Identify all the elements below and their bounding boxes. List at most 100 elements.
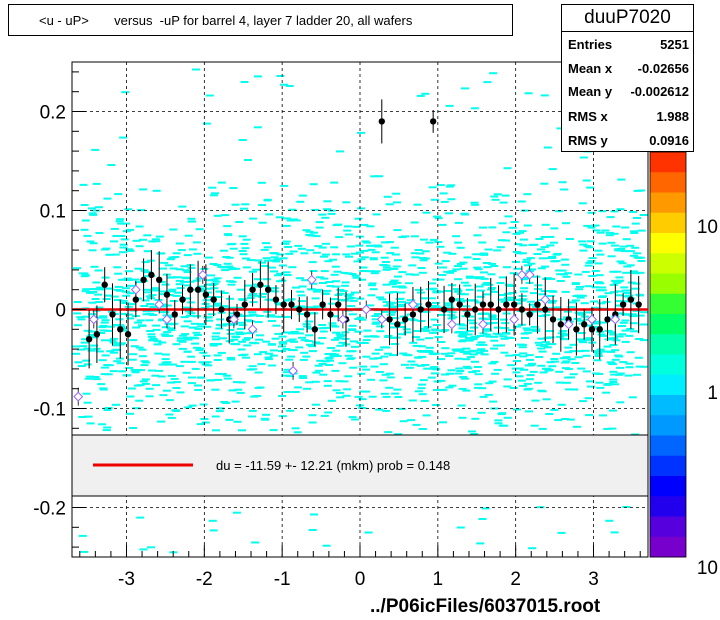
heatmap-cell xyxy=(519,238,528,241)
heatmap-cell xyxy=(489,400,498,403)
heatmap-cell xyxy=(403,376,412,379)
heatmap-cell xyxy=(286,375,295,378)
heatmap-cell xyxy=(630,232,639,234)
heatmap-cell xyxy=(500,327,509,330)
heatmap-cell xyxy=(287,349,296,351)
heatmap-cell xyxy=(172,343,181,346)
heatmap-cell xyxy=(242,338,251,341)
heatmap-cell xyxy=(373,313,382,315)
heatmap-cell xyxy=(142,313,151,316)
heatmap-cell xyxy=(217,351,226,354)
heatmap-cell xyxy=(452,288,461,291)
heatmap-cell xyxy=(178,205,187,208)
heatmap-cell xyxy=(100,373,109,376)
profile-point xyxy=(124,331,132,338)
heatmap-cell xyxy=(629,322,638,325)
heatmap-cell xyxy=(609,283,618,286)
heatmap-cell xyxy=(238,321,246,324)
heatmap-cell xyxy=(470,299,479,302)
y-tick-label: 0.2 xyxy=(40,103,66,124)
heatmap-cell xyxy=(167,374,176,377)
heatmap-cell xyxy=(474,373,483,376)
heatmap-cell xyxy=(471,360,479,363)
heatmap-cell xyxy=(318,246,327,249)
heatmap-cell xyxy=(633,256,642,259)
heatmap-cell xyxy=(120,312,128,315)
heatmap-cell xyxy=(175,283,184,286)
heatmap-cell xyxy=(348,416,357,419)
heatmap-cell xyxy=(315,369,324,372)
profile-point xyxy=(394,321,401,328)
heatmap-cell xyxy=(456,526,465,529)
heatmap-cell xyxy=(167,329,176,332)
heatmap-cell xyxy=(80,550,89,553)
profile-point xyxy=(303,311,311,318)
heatmap-cell xyxy=(431,304,440,307)
heatmap-cell xyxy=(582,354,591,357)
heatmap-cell xyxy=(379,379,388,382)
heatmap-cell xyxy=(311,208,320,211)
open-point xyxy=(130,284,141,295)
heatmap-cell xyxy=(610,531,619,534)
heatmap-cell xyxy=(416,94,425,97)
heatmap-cell xyxy=(87,349,96,352)
heatmap-cell xyxy=(83,363,92,366)
heatmap-cell xyxy=(393,281,402,284)
heatmap-cell xyxy=(482,333,491,336)
heatmap-cell xyxy=(367,378,376,381)
heatmap-cell xyxy=(483,262,491,264)
heatmap-cell xyxy=(167,416,176,419)
heatmap-cell xyxy=(429,287,438,290)
heatmap-cell xyxy=(274,274,282,277)
heatmap-cell xyxy=(183,271,192,274)
heatmap-cell xyxy=(150,305,159,308)
heatmap-cell xyxy=(393,388,402,391)
heatmap-cell xyxy=(329,258,337,261)
heatmap-cell xyxy=(205,305,213,308)
heatmap-cell xyxy=(518,295,527,297)
heatmap-cell xyxy=(113,348,121,351)
heatmap-cell xyxy=(616,279,625,282)
heatmap-cell xyxy=(540,246,549,249)
heatmap-cell xyxy=(98,359,107,362)
profile-point xyxy=(117,326,124,333)
heatmap-cell xyxy=(546,295,555,297)
stats-histogram-name: duuP7020 xyxy=(562,5,693,32)
heatmap-cell xyxy=(175,268,184,271)
heatmap-cell xyxy=(109,341,118,344)
open-point xyxy=(306,274,317,285)
heatmap-cell xyxy=(305,233,314,236)
heatmap-cell xyxy=(437,313,446,316)
heatmap-cell xyxy=(136,516,145,519)
heatmap-cell xyxy=(228,268,237,271)
heatmap-cell xyxy=(447,198,456,201)
heatmap-cell xyxy=(586,186,595,189)
heatmap-cell xyxy=(481,507,490,510)
heatmap-cell xyxy=(83,401,92,404)
heatmap-cell xyxy=(607,241,616,244)
heatmap-cell xyxy=(347,357,356,360)
heatmap-cell xyxy=(339,290,348,292)
heatmap-cell xyxy=(114,193,123,196)
heatmap-cell xyxy=(605,234,614,237)
heatmap-cell xyxy=(248,311,257,314)
heatmap-cell xyxy=(357,207,366,210)
heatmap-cell xyxy=(390,246,399,249)
stats-key: Mean y xyxy=(568,84,613,99)
heatmap-cell xyxy=(602,391,611,394)
heatmap-cell xyxy=(187,220,196,223)
heatmap-cell xyxy=(454,278,463,281)
heatmap-cell xyxy=(330,298,338,301)
heatmap-cell xyxy=(336,288,345,291)
heatmap-cell xyxy=(422,329,431,332)
heatmap-cell xyxy=(187,355,196,358)
heatmap-cell xyxy=(199,403,208,406)
heatmap-cell xyxy=(430,366,439,369)
heatmap-cell xyxy=(371,335,380,338)
heatmap-cell xyxy=(457,300,466,303)
heatmap-cell xyxy=(208,186,217,189)
heatmap-cell xyxy=(416,364,425,367)
heatmap-cell xyxy=(388,283,397,286)
heatmap-cell xyxy=(394,275,402,278)
heatmap-cell xyxy=(533,253,542,255)
